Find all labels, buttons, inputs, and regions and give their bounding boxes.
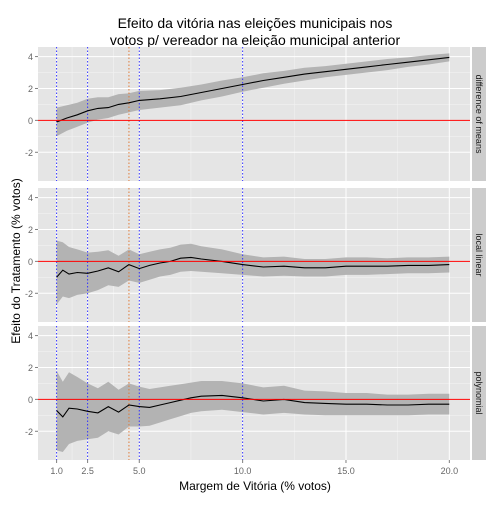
y-tick-label: 4 xyxy=(28,331,33,341)
y-tick-label: 0 xyxy=(28,116,33,126)
panel-3: -2 0 2 4 polynomial xyxy=(25,326,486,460)
confidence-ribbon xyxy=(56,240,450,305)
confidence-ribbon xyxy=(56,53,450,137)
estimate-line xyxy=(56,256,450,278)
x-axis: 1.0 2.5 5.0 10.0 15.0 20.0 xyxy=(50,460,458,476)
y-tick-label: 2 xyxy=(28,363,33,373)
y-tick-label: -2 xyxy=(25,289,33,299)
panel-1: -2 0 2 4 difference of means xyxy=(25,47,486,181)
y-tick-label: -2 xyxy=(25,148,33,158)
facet-strip xyxy=(472,188,486,322)
y-tick-label: 4 xyxy=(28,193,33,203)
x-axis-label: Margem de Vitória (% votos) xyxy=(179,479,331,493)
panel-2: -2 0 2 4 local linear xyxy=(25,188,486,322)
y-tick-label: -2 xyxy=(25,427,33,437)
y-axis-label: Efeito do Tratamento (% votos) xyxy=(9,178,23,343)
y-tick-label: 0 xyxy=(28,257,33,267)
confidence-ribbon xyxy=(56,370,450,452)
facet-strip-label: local linear xyxy=(474,233,484,276)
chart-title-line1: Efeito da vitória nas eleições municipai… xyxy=(118,15,393,31)
y-tick-label: 2 xyxy=(28,225,33,235)
panels-layer: -2 0 2 4 difference of means -2 0 2 4 local linea… xyxy=(25,47,486,460)
x-tick-label: 15.0 xyxy=(337,466,355,476)
facet-strip xyxy=(472,326,486,460)
x-tick-label: 2.5 xyxy=(81,466,94,476)
y-tick-label: 4 xyxy=(28,52,33,62)
facet-strip-label: polynomial xyxy=(474,371,484,414)
x-tick-label: 1.0 xyxy=(50,466,63,476)
y-tick-label: 0 xyxy=(28,395,33,405)
estimate-line xyxy=(56,56,450,123)
x-tick-label: 10.0 xyxy=(234,466,252,476)
y-tick-label: 2 xyxy=(28,84,33,94)
chart-title-line2: votos p/ vereador na eleição municipal a… xyxy=(110,32,401,48)
x-tick-label: 20.0 xyxy=(441,466,459,476)
facet-strip xyxy=(472,47,486,181)
x-tick-label: 5.0 xyxy=(133,466,146,476)
facet-strip-label: difference of means xyxy=(474,75,484,154)
